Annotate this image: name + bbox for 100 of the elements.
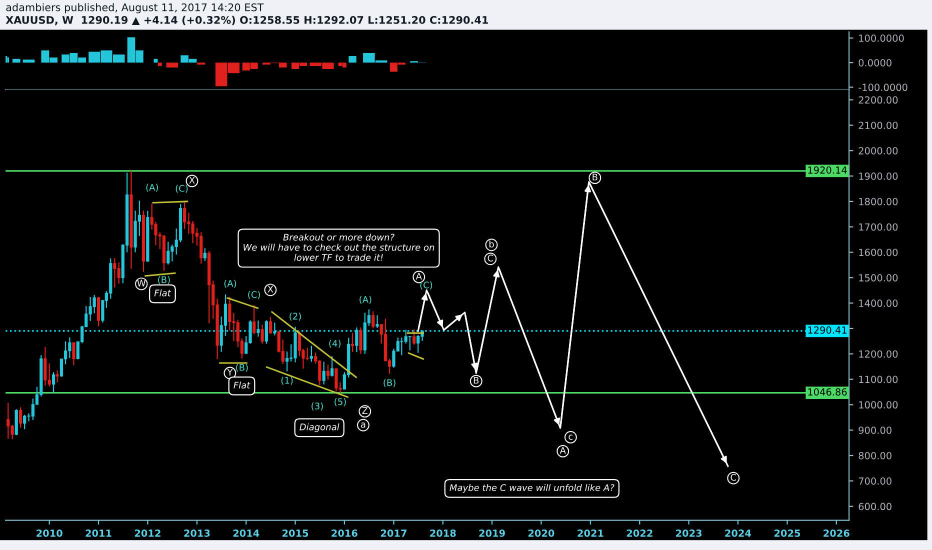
candlestick: [52, 372, 56, 394]
annotation: C: [730, 474, 736, 481]
annotation: B: [592, 174, 598, 180]
candlestick: [350, 332, 354, 352]
annotation: (1): [281, 376, 293, 385]
x-tick-label: 2015: [282, 530, 308, 537]
y-tick-label: 800.00: [858, 452, 892, 460]
annotation: (A): [224, 280, 236, 288]
candlestick: [183, 202, 186, 230]
annotation: (3): [312, 402, 323, 410]
annotation: b: [489, 240, 494, 248]
candlestick: [412, 328, 416, 346]
x-tick-label: 2013: [184, 530, 210, 537]
ref-line-label: 1920.14: [808, 166, 847, 174]
y-tick-label: 2000.00: [858, 147, 898, 154]
candlestick: [48, 362, 51, 387]
x-tick-label: 2019: [479, 530, 505, 537]
x-tick-label: 2016: [332, 530, 358, 537]
annotation: Diagonal: [300, 423, 340, 432]
x-tick-label: 2012: [134, 530, 160, 537]
y-tick-label: 600.00: [858, 502, 892, 510]
candlestick: [31, 398, 34, 420]
candlestick: [264, 320, 268, 344]
x-tick-label: 2021: [578, 530, 604, 537]
annotation: Z: [362, 407, 368, 414]
y-tick-label: 1400.00: [859, 300, 898, 307]
candlestick: [113, 258, 116, 288]
x-tick-label: 2025: [774, 530, 800, 537]
annotation: Breakout or more down? We will have to check out the structure on lower TF to trade it!: [244, 234, 434, 261]
annotation: (B): [236, 364, 248, 372]
x-tick-label: 2022: [626, 530, 652, 537]
y-tick-label: 1900.00: [859, 172, 898, 180]
candlestick: [72, 342, 76, 366]
annotation: (C): [176, 184, 188, 193]
annotation: X: [268, 286, 274, 292]
annotation: Flat: [234, 382, 250, 389]
y-tick-label: 1500.00: [859, 274, 898, 282]
x-tick-label: 2023: [676, 530, 702, 537]
candlestick: [92, 294, 96, 314]
candlestick: [117, 262, 120, 284]
x-tick-label: 2024: [725, 530, 752, 537]
annotation: a: [360, 422, 366, 428]
candlestick: [273, 322, 276, 336]
candlestick: [23, 414, 26, 430]
candlestick: [268, 316, 272, 334]
candlestick: [330, 356, 334, 378]
ref-line-label: 1290.41: [808, 326, 846, 334]
y-tick-label: 0.0000: [858, 59, 892, 66]
candlestick: [310, 345, 313, 362]
annotation: (A): [146, 184, 158, 192]
bar: [348, 56, 356, 63]
y-tick-label: 2100.00: [858, 122, 898, 130]
y-tick-label: 100.0000: [859, 34, 904, 42]
candlestick: [416, 334, 420, 354]
candlestick: [404, 329, 408, 344]
annotation: C: [488, 254, 494, 262]
annotation: X: [189, 176, 195, 184]
x-tick-label: 2026: [824, 530, 850, 537]
candlestick: [256, 320, 260, 338]
candlestick: [376, 314, 379, 329]
candlestick: [408, 336, 412, 351]
y-tick-label: 1000.00: [859, 401, 898, 409]
annotation: (4): [329, 340, 340, 348]
y-tick-label: 1600.00: [859, 248, 898, 256]
candlestick: [322, 361, 326, 385]
chart-title: adambiers published, August 11, 2017 14:20 EST: [6, 3, 264, 14]
candlestick: [252, 304, 256, 335]
annotation: B: [474, 376, 479, 384]
x-tick-label: 2018: [430, 530, 456, 537]
y-tick-label: 1100.00: [859, 376, 898, 384]
chart-subtitle: XAUUSD, W 1290.19 ▲ +4.14 (+0.32%) O:1258.55 H:1292.07 L:1251.20 C:1290.41: [6, 16, 488, 26]
y-tick-label: 900.00: [858, 426, 892, 434]
x-tick-label: 2017: [380, 530, 406, 537]
annotation: (C): [248, 291, 260, 300]
annotation: A: [560, 447, 566, 454]
y-tick-label: 700.00: [858, 477, 892, 485]
candlestick: [359, 326, 362, 354]
candlestick: [56, 370, 59, 383]
candlestick: [68, 336, 72, 359]
x-tick-label: 2014: [233, 530, 260, 537]
candlestick: [400, 337, 404, 356]
x-tick-label: 2020: [528, 530, 554, 537]
y-tick-label: 2200.00: [858, 96, 898, 104]
annotation: (B): [158, 276, 170, 284]
annotation: c: [568, 434, 573, 440]
candlestick: [334, 368, 338, 392]
annotation: Maybe the C wave will unfold like A?: [450, 484, 614, 493]
annotation: A: [416, 272, 422, 280]
y-tick-label: -100.0000: [858, 84, 908, 92]
annotation: W: [137, 280, 146, 286]
candlestick: [6, 402, 10, 440]
annotation: (2): [290, 312, 301, 321]
candlestick: [286, 351, 289, 372]
candlestick: [228, 296, 232, 332]
candlestick: [96, 296, 100, 327]
annotation: (C): [420, 281, 432, 290]
candlestick: [318, 360, 322, 386]
candlestick: [372, 310, 375, 329]
annotation: Flat: [154, 289, 172, 296]
candlestick: [44, 346, 47, 386]
